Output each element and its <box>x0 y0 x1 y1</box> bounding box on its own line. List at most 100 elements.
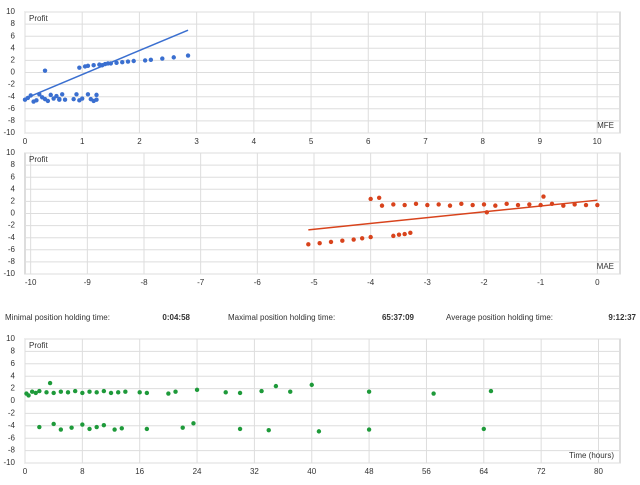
point <box>37 388 42 394</box>
point <box>148 57 154 62</box>
x-tick-label: -10 <box>25 278 37 287</box>
x-tick-label: 40 <box>307 467 316 476</box>
point <box>80 422 85 427</box>
y-tick-label: 0 <box>11 396 16 405</box>
y-tick-label: -2 <box>8 409 16 418</box>
point <box>72 388 78 394</box>
point <box>101 388 107 394</box>
point <box>316 429 322 434</box>
point <box>493 203 498 208</box>
point <box>51 390 56 396</box>
point <box>391 233 396 239</box>
x-tick-label: -9 <box>84 278 92 287</box>
y-tick-label: 0 <box>11 68 16 77</box>
point <box>137 390 142 395</box>
point <box>160 56 165 61</box>
point <box>47 380 53 386</box>
stat-value: 0:04:58 <box>162 313 190 322</box>
y-tick-label: 10 <box>6 7 15 16</box>
point <box>51 421 56 427</box>
trend-line <box>24 29 189 100</box>
point <box>59 92 65 97</box>
point <box>166 391 171 396</box>
point <box>366 427 372 432</box>
y-tick-label: 8 <box>11 160 16 169</box>
point <box>447 203 453 208</box>
y-tick-label: 4 <box>11 184 16 193</box>
x-tick-label: 4 <box>252 137 257 146</box>
point <box>94 390 99 395</box>
stat-label: Maximal position holding time: <box>228 313 335 322</box>
point <box>87 389 92 394</box>
point <box>120 60 125 65</box>
x-tick-label: -5 <box>310 278 318 287</box>
point <box>94 97 99 102</box>
y-tick-label: -6 <box>8 433 16 442</box>
point <box>391 202 396 207</box>
x-tick-label: 9 <box>538 137 543 146</box>
point <box>29 389 35 394</box>
x-tick-label: 10 <box>593 137 602 146</box>
point <box>123 389 128 394</box>
point <box>379 203 385 208</box>
y-tick-label: 2 <box>11 56 16 65</box>
point <box>425 202 430 208</box>
point <box>173 389 178 394</box>
stat-value: 65:37:09 <box>382 313 415 322</box>
y-tick-label: 10 <box>6 334 15 343</box>
point <box>69 425 74 430</box>
point <box>481 202 487 207</box>
point <box>33 390 38 396</box>
point <box>144 390 150 396</box>
y-tick-label: -6 <box>8 104 16 113</box>
point <box>80 390 85 396</box>
y-axis-label: Profit <box>29 341 48 350</box>
point <box>58 389 64 394</box>
y-tick-label: 8 <box>11 19 16 28</box>
point <box>26 393 31 398</box>
point <box>71 96 76 102</box>
point <box>44 390 49 395</box>
point <box>259 388 264 394</box>
point <box>171 55 176 60</box>
y-tick-label: 0 <box>11 209 16 218</box>
point <box>131 58 136 64</box>
point <box>77 65 82 70</box>
point <box>459 201 464 207</box>
stats-row: Minimal position holding time: 0:04:58 M… <box>5 313 637 322</box>
x-tick-label: 6 <box>366 137 371 146</box>
x-tick-label: 56 <box>422 467 431 476</box>
point <box>237 390 243 396</box>
point <box>504 201 509 207</box>
point <box>436 202 441 207</box>
point <box>62 97 68 102</box>
y-tick-label: 6 <box>11 31 16 40</box>
x-tick-label: 16 <box>135 467 144 476</box>
x-tick-label: 32 <box>250 467 259 476</box>
x-tick-label: 72 <box>537 467 546 476</box>
point <box>306 242 311 247</box>
x-tick-label: 1 <box>80 137 85 146</box>
point <box>42 68 48 73</box>
stat-value: 9:12:37 <box>608 313 636 322</box>
point <box>180 425 185 430</box>
y-tick-label: -2 <box>8 80 16 89</box>
y-tick-label: 10 <box>6 148 15 157</box>
point <box>91 63 96 68</box>
point <box>402 202 407 208</box>
y-tick-label: 6 <box>11 359 16 368</box>
point <box>396 232 402 237</box>
point <box>34 98 39 103</box>
point <box>376 195 382 200</box>
x-tick-label: -7 <box>197 278 205 287</box>
y-tick-label: -10 <box>3 269 15 278</box>
point <box>112 427 117 432</box>
x-tick-label: 24 <box>193 467 202 476</box>
x-tick-label: -6 <box>254 278 262 287</box>
stat-label: Average position holding time: <box>446 313 553 322</box>
y-tick-label: -4 <box>8 92 16 101</box>
point <box>515 202 521 208</box>
point <box>142 58 148 63</box>
x-tick-label: 8 <box>480 137 485 146</box>
